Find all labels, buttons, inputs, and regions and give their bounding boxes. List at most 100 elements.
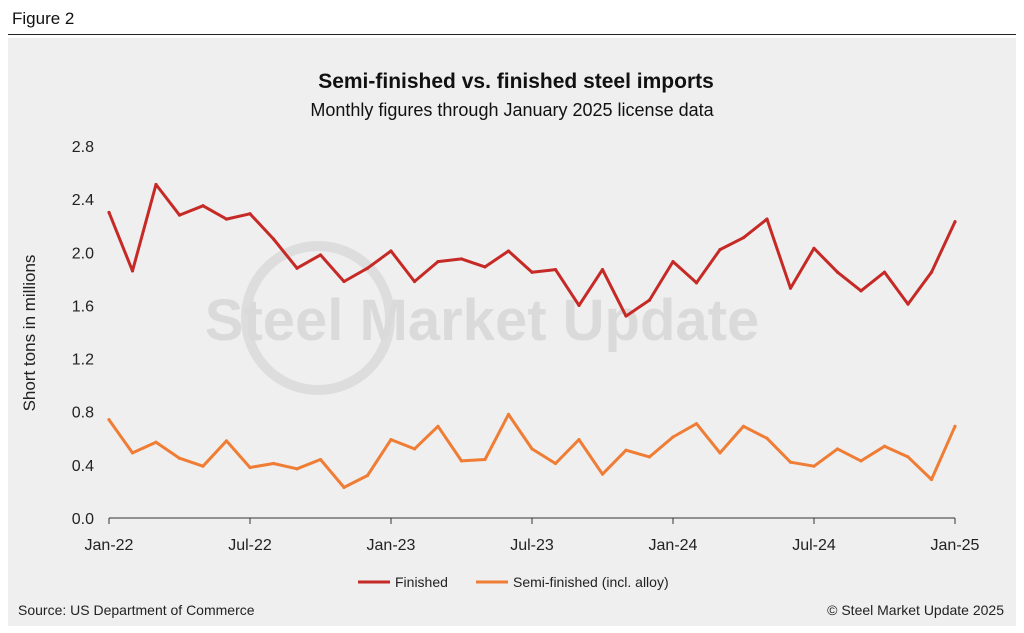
data-point-finished	[483, 265, 487, 269]
x-tick-label: Jan-22	[85, 537, 134, 554]
data-point-semi	[741, 424, 746, 428]
data-point-finished	[459, 257, 464, 261]
data-point-finished	[671, 259, 675, 264]
y-tick-label: 0.8	[72, 405, 94, 422]
x-tick-label: Jan-23	[367, 537, 416, 554]
data-point-finished	[859, 289, 863, 293]
data-point-finished	[412, 279, 417, 284]
x-tick-label: Jan-25	[931, 537, 980, 554]
y-tick-label: 2.0	[72, 245, 94, 262]
data-point-semi	[412, 447, 417, 451]
y-tick-label: 2.4	[72, 192, 94, 209]
data-point-finished	[177, 213, 182, 217]
source-note: Source: US Department of Commerce	[18, 602, 255, 618]
data-point-semi	[647, 455, 652, 459]
legend-label-finished: Finished	[395, 574, 448, 590]
data-point-semi	[436, 424, 440, 428]
data-point-finished	[224, 217, 229, 221]
series-line-semi	[107, 412, 957, 489]
data-point-semi	[859, 459, 863, 463]
y-tick-label: 1.2	[72, 352, 94, 369]
data-point-semi	[506, 412, 511, 416]
y-tick-label: 2.8	[72, 139, 94, 156]
data-point-semi	[224, 439, 229, 443]
data-point-finished	[154, 182, 158, 187]
data-point-finished	[506, 249, 511, 253]
data-point-semi	[624, 448, 628, 452]
watermark-logo-ring	[241, 241, 395, 395]
data-point-semi	[130, 451, 135, 455]
data-point-finished	[577, 303, 581, 308]
data-point-finished	[365, 266, 370, 270]
legend: Finished Semi-finished (incl. alloy)	[358, 574, 669, 590]
data-point-semi	[953, 424, 957, 428]
copyright-note: © Steel Market Update 2025	[827, 602, 1004, 618]
x-axis-ticks: Jan-22 Jul-22 Jan-23 Jul-23 Jan-24 Jul-24 Jan-…	[85, 518, 980, 554]
y-axis-label: Short tons in millions	[20, 255, 39, 412]
data-point-semi	[600, 472, 605, 476]
chart-subtitle: Monthly figures through January 2025 lic…	[310, 100, 714, 120]
data-point-finished	[600, 267, 605, 272]
data-point-semi	[718, 451, 722, 455]
watermark-text: Steel Market Update	[205, 288, 759, 353]
data-point-finished	[647, 298, 652, 302]
figure-divider	[8, 34, 1016, 35]
data-point-semi	[835, 447, 840, 451]
data-point-semi	[577, 438, 581, 442]
data-point-semi	[929, 477, 934, 482]
data-point-semi	[765, 436, 769, 440]
data-point-semi	[788, 460, 793, 464]
data-point-finished	[295, 266, 299, 270]
data-point-finished	[201, 204, 205, 208]
y-tick-label: 1.6	[72, 298, 94, 315]
data-point-finished	[812, 246, 816, 250]
data-point-semi	[271, 461, 276, 466]
data-point-semi	[154, 440, 158, 444]
data-point-semi	[201, 464, 205, 468]
chart-panel	[8, 38, 1016, 626]
data-point-finished	[624, 314, 628, 318]
data-point-semi	[553, 461, 558, 466]
data-point-finished	[765, 217, 769, 221]
data-point-finished	[741, 236, 746, 240]
data-point-finished	[271, 237, 276, 241]
data-point-finished	[953, 220, 957, 224]
data-point-semi	[906, 455, 910, 459]
watermark: Steel Market Update	[205, 241, 759, 395]
data-point-finished	[694, 281, 699, 285]
x-tick-label: Jul-23	[510, 537, 554, 554]
legend-label-semi: Semi-finished (incl. alloy)	[513, 574, 669, 590]
data-point-finished	[342, 279, 346, 284]
figure-label: Figure 2	[12, 9, 75, 28]
data-point-semi	[694, 422, 699, 426]
data-point-finished	[929, 270, 934, 274]
data-point-semi	[671, 435, 675, 439]
data-point-semi	[530, 447, 534, 451]
data-point-finished	[718, 248, 722, 252]
data-point-finished	[130, 269, 135, 273]
data-point-finished	[553, 267, 558, 272]
data-point-finished	[436, 259, 440, 264]
data-point-finished	[906, 302, 910, 306]
data-point-semi	[177, 456, 182, 460]
data-point-finished	[318, 253, 323, 257]
data-point-finished	[389, 249, 393, 253]
data-point-finished	[530, 270, 534, 274]
data-point-semi	[483, 457, 487, 462]
data-point-semi	[107, 418, 111, 422]
data-point-finished	[882, 270, 887, 274]
data-point-semi	[389, 438, 393, 442]
data-point-finished	[835, 270, 840, 274]
chart-title: Semi-finished vs. finished steel imports	[318, 70, 714, 93]
data-point-semi	[882, 444, 887, 448]
y-axis-ticks: 0.0 0.4 0.8 1.2 1.6 2.0 2.4 2.8	[72, 139, 94, 528]
data-point-semi	[365, 473, 370, 478]
data-point-semi	[318, 457, 323, 462]
x-tick-label: Jan-24	[649, 537, 698, 554]
y-tick-label: 0.0	[72, 511, 94, 528]
data-point-semi	[459, 459, 464, 463]
x-tick-label: Jul-22	[228, 537, 272, 554]
series-lines	[107, 182, 957, 490]
data-point-finished	[107, 210, 111, 215]
